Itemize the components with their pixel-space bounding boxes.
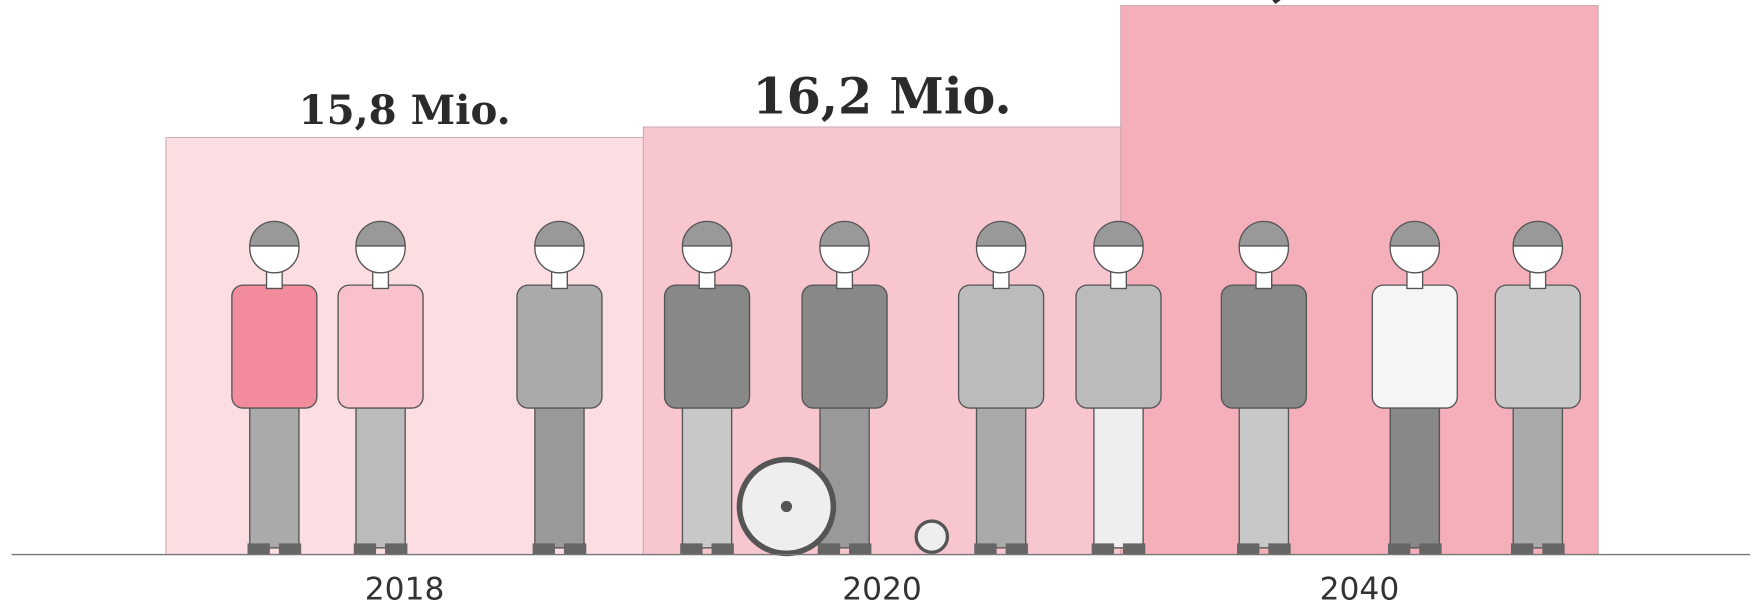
legs [1512, 401, 1564, 549]
person [801, 220, 888, 555]
legs [355, 401, 406, 549]
torso [337, 284, 424, 409]
shoe [817, 543, 841, 555]
torso [516, 284, 603, 409]
hair [975, 220, 1027, 247]
shoe [849, 543, 872, 555]
people-illustration [231, 220, 1581, 557]
person [1371, 220, 1458, 555]
x-tick-label: 2020 [842, 571, 922, 606]
shoe [1237, 543, 1260, 555]
hair [819, 220, 870, 247]
shoe [1005, 543, 1028, 555]
person [231, 220, 318, 555]
shoe [680, 543, 703, 555]
person [1494, 220, 1581, 555]
shoe [1091, 543, 1115, 555]
legs [1093, 401, 1144, 549]
shoe [1419, 543, 1442, 555]
person [516, 220, 603, 555]
hair [1512, 220, 1564, 247]
person [663, 220, 751, 555]
value-label: 20,8 Mio. [1171, 0, 1548, 9]
shoe [247, 543, 270, 555]
hair [534, 220, 585, 247]
legs [975, 401, 1027, 549]
person [957, 220, 1045, 555]
shoe [1542, 543, 1565, 555]
person [1075, 220, 1162, 555]
person [337, 220, 424, 555]
legs [681, 401, 733, 549]
shoe [563, 543, 587, 555]
legs [249, 401, 300, 549]
torso [801, 284, 888, 409]
torso [1220, 284, 1308, 409]
value-label: 15,8 Mio. [299, 87, 511, 134]
x-tick-label: 2018 [365, 571, 445, 606]
hair [355, 220, 406, 247]
shoe [1268, 543, 1291, 555]
value-label: 16,2 Mio. [752, 68, 1011, 126]
wheel [914, 519, 950, 555]
torso [1075, 284, 1162, 409]
shoe [353, 543, 377, 555]
wheelchair [736, 456, 950, 557]
torso [1494, 284, 1581, 409]
legs [1238, 401, 1290, 549]
hair [1093, 220, 1144, 247]
shoe [385, 543, 408, 555]
hair [1389, 220, 1441, 247]
x-tick-label: 2040 [1320, 571, 1400, 606]
legs [534, 401, 585, 549]
shoe [532, 543, 555, 555]
shoe [974, 543, 997, 555]
legs [1389, 401, 1441, 549]
hair [681, 220, 733, 247]
torso [663, 284, 751, 409]
shoe [1387, 543, 1411, 555]
torso [231, 284, 318, 409]
shoe [278, 543, 302, 555]
shoe [1122, 543, 1146, 555]
torso [957, 284, 1045, 409]
hair [249, 220, 300, 247]
hub [780, 500, 793, 513]
torso [1371, 284, 1458, 409]
shoe [711, 543, 734, 555]
person [1220, 220, 1308, 555]
hair [1238, 220, 1290, 247]
shoe [1510, 543, 1534, 555]
